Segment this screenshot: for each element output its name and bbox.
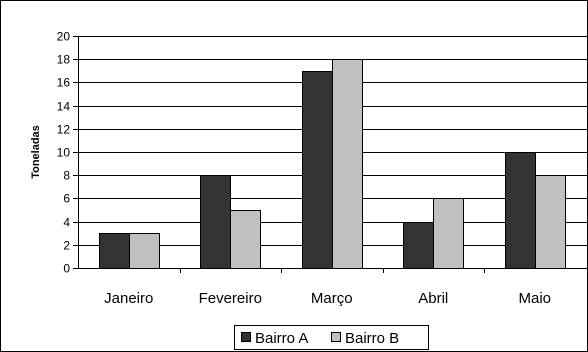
x-category-label: Janeiro [104,290,153,307]
y-tick-label: 18 [57,53,71,67]
legend: Bairro A Bairro B [234,325,429,350]
y-tick-label: 16 [57,76,71,90]
y-tick-label: 4 [63,216,70,230]
bar-bairro-b [332,59,363,269]
bar-bairro-b [433,198,464,269]
y-tick-label: 6 [63,192,70,206]
bar-bairro-b [535,175,566,269]
bar-bairro-b [129,233,160,269]
y-tick-label: 20 [57,30,71,44]
legend-label: Bairro B [345,330,399,347]
y-tick-label: 14 [57,100,71,114]
legend-label: Bairro A [255,330,308,347]
bar-bairro-a [505,152,536,269]
bar-bairro-a [302,71,333,269]
x-category-label: Fevereiro [199,290,262,307]
y-tick-label: 12 [57,123,71,137]
bar-bairro-a [200,175,231,269]
bar-bairro-a [403,222,434,269]
bar-bairro-a [99,233,130,269]
y-tick-label: 0 [63,262,70,276]
y-axis-title: Toneladas [30,125,42,179]
legend-swatch [241,332,251,342]
y-tick-label: 10 [57,146,71,160]
x-category-label: Março [311,290,353,307]
y-tick-label: 8 [63,169,70,183]
x-category-label: Abril [418,290,448,307]
y-tick-label: 2 [63,239,70,253]
x-category-label: Maio [518,290,551,307]
bar-bairro-b [230,210,261,269]
legend-swatch [331,332,341,342]
axes: 0 2 4 6 8 10 12 14 16 18 20 Janeiro Fevereiro Março Ab… [57,30,588,307]
